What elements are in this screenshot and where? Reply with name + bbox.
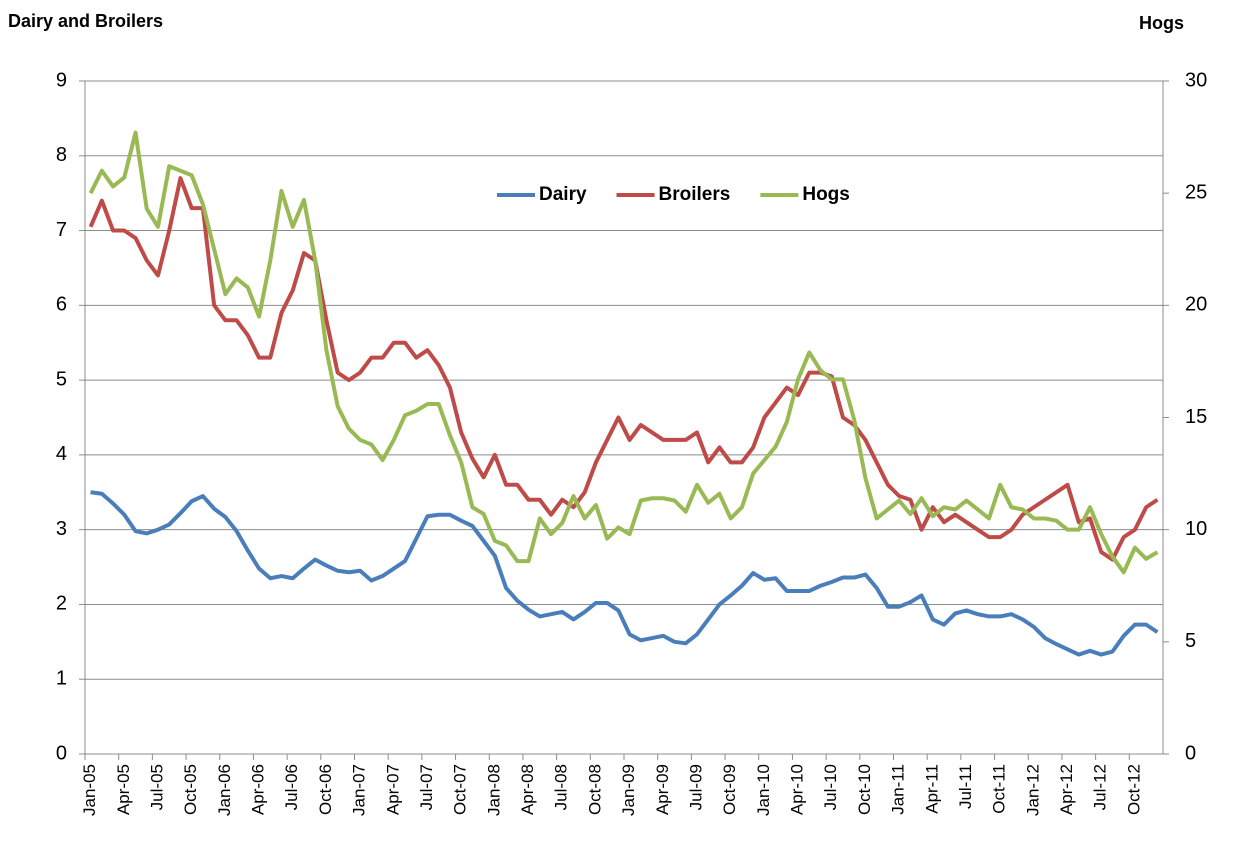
y-tick-label: 4 [56, 443, 67, 465]
x-tick-label: Jan-11 [889, 764, 908, 815]
x-tick-label: Apr-10 [788, 764, 807, 815]
y2-tick-label: 20 [1185, 294, 1207, 316]
y-tick-label: 5 [56, 368, 67, 390]
y-tick-label: 2 [56, 593, 67, 615]
x-tick-label: Apr-05 [114, 764, 133, 815]
y-tick-label: 6 [56, 294, 67, 316]
x-tick-label: Jan-08 [484, 764, 503, 816]
x-tick-label: Jul-07 [417, 764, 436, 810]
y2-axis-title: Hogs [1139, 13, 1184, 33]
x-tick-label: Apr-11 [922, 764, 941, 814]
x-tick-label: Jan-06 [215, 764, 234, 816]
y2-tick-label: 15 [1185, 406, 1207, 428]
y-tick-label: 9 [56, 69, 67, 91]
x-tick-label: Jul-06 [282, 764, 301, 810]
x-tick-label: Oct-10 [855, 764, 874, 815]
series-line [88, 130, 1159, 575]
x-tick-label: Jan-05 [80, 764, 99, 816]
y2-tick-label: 5 [1185, 630, 1196, 652]
legend-label: Broilers [659, 184, 731, 205]
x-tick-label: Jul-08 [552, 764, 571, 810]
y2-tick-label: 10 [1185, 518, 1207, 540]
x-tick-label: Jul-05 [147, 764, 166, 810]
x-tick-label: Apr-08 [518, 764, 537, 815]
x-tick-label: Oct-09 [720, 764, 739, 815]
series-line [88, 176, 1159, 562]
y2-tick-label: 30 [1185, 69, 1207, 91]
x-tick-label: Jan-09 [619, 764, 638, 816]
y-tick-label: 1 [56, 668, 67, 690]
x-tick-label: Jan-07 [350, 764, 369, 816]
x-tick-label: Oct-11 [990, 764, 1009, 814]
x-tick-label: Jul-09 [686, 764, 705, 810]
legend-label: Dairy [539, 184, 587, 205]
y2-tick-label: 0 [1185, 742, 1196, 764]
x-tick-label: Oct-08 [585, 764, 604, 815]
x-tick-label: Jul-11 [956, 764, 975, 809]
x-tick-label: Apr-12 [1057, 764, 1076, 815]
x-tick-label: Oct-07 [451, 764, 470, 815]
x-tick-label: Oct-05 [181, 764, 200, 815]
y-tick-label: 7 [56, 219, 67, 241]
x-tick-label: Apr-09 [653, 764, 672, 815]
x-tick-label: Oct-06 [316, 764, 335, 815]
x-tick-label: Oct-12 [1124, 764, 1143, 815]
series-line [90, 490, 1159, 657]
legend-label: Hogs [802, 184, 850, 205]
x-tick-label: Apr-07 [383, 764, 402, 815]
x-tick-label: Jan-10 [754, 764, 773, 816]
y-tick-label: 8 [56, 144, 67, 166]
x-tick-label: Jul-12 [1091, 764, 1110, 810]
x-tick-label: Jul-10 [821, 764, 840, 810]
x-tick-label: Apr-06 [249, 764, 268, 815]
y2-tick-label: 25 [1185, 181, 1207, 203]
x-tick-label: Jan-12 [1023, 764, 1042, 816]
y-tick-label: 0 [56, 742, 67, 764]
y-tick-label: 3 [56, 518, 67, 540]
y-axis-title: Dairy and Broilers [8, 11, 163, 31]
